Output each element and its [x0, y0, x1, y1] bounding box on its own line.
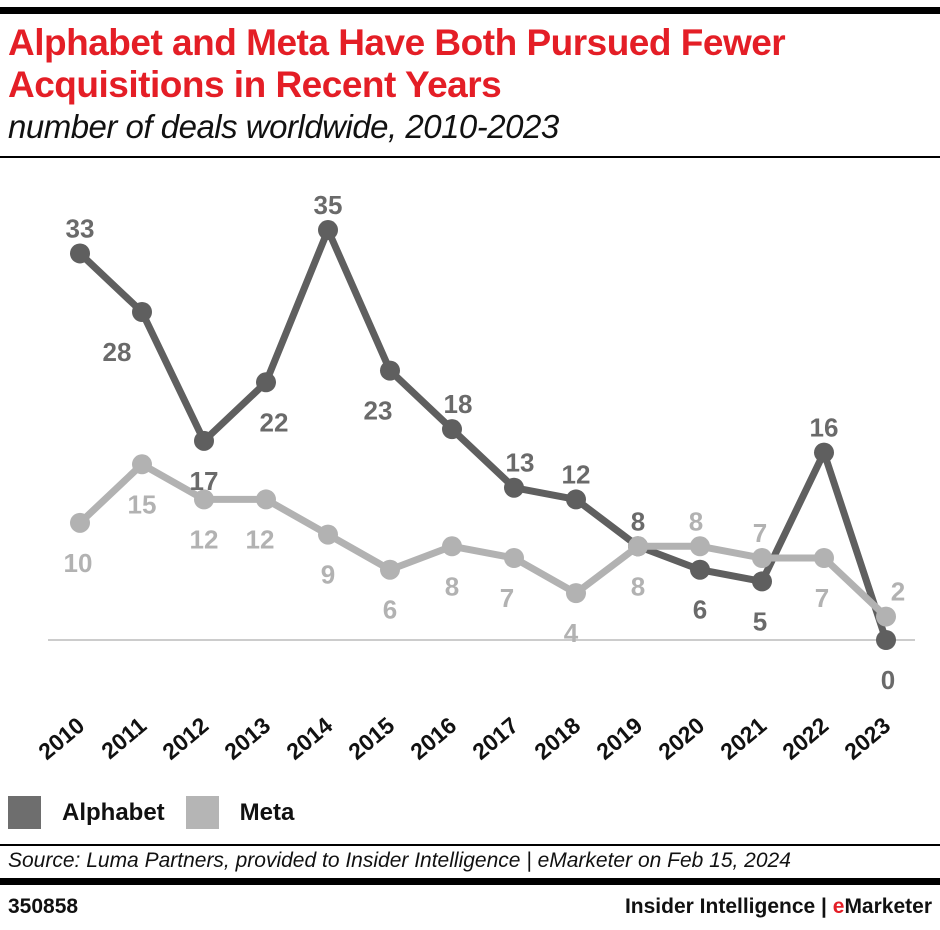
source-line: Source: Luma Partners, provided to Insid… [8, 849, 791, 872]
brand-insider-intelligence: Insider Intelligence [624, 895, 816, 918]
meta-value-label-2012: 12 [190, 524, 219, 554]
alphabet-line [76, 226, 890, 644]
x-axis-label-2017: 2017 [467, 712, 523, 765]
meta-value-label-2014: 9 [321, 560, 335, 590]
meta-value-label-2017: 7 [500, 583, 514, 613]
alphabet-point-2021 [752, 571, 772, 592]
x-axis-label-2015: 2015 [343, 712, 399, 765]
meta-point-2021 [752, 548, 772, 569]
chart-id: 350858 [8, 895, 79, 918]
alphabet-point-2012 [194, 430, 214, 451]
page-title-line1: Alphabet and Meta Have Both Pursued Fewe… [8, 22, 786, 63]
brand-emarketer-rest: Marketer [844, 895, 932, 918]
source-divider [0, 844, 940, 846]
meta-point-2019 [628, 536, 648, 557]
alphabet-point-2015 [380, 360, 400, 381]
alphabet-point-2017 [504, 477, 524, 498]
alphabet-value-label-2012: 17 [190, 466, 219, 496]
meta-value-label-2018: 4 [564, 618, 579, 648]
meta-value-label-2020: 8 [689, 506, 703, 536]
alphabet-point-2022 [814, 442, 834, 463]
alphabet-value-label-2010: 33 [66, 213, 95, 243]
x-axis-label-2010: 2010 [33, 712, 89, 765]
alphabet-value-label-2022: 16 [810, 413, 839, 443]
alphabet-value-label-2013: 22 [260, 407, 289, 437]
alphabet-value-label-2019: 8 [631, 506, 645, 536]
alphabet-point-2016 [442, 419, 462, 440]
meta-legend-label: Meta [239, 798, 295, 826]
meta-value-label-2021: 7 [753, 518, 767, 548]
chart-area: 33 28 17 22 35 23 18 13 12 8 6 5 16 0 10 15 12 12 9 6 8 7 4 8 8 7… [0, 170, 940, 782]
brand-lockup: Insider Intelligence | eMarketer [625, 895, 932, 919]
alphabet-point-2011 [132, 302, 152, 323]
meta-point-2011 [132, 454, 152, 475]
x-axis-label-2014: 2014 [281, 712, 337, 765]
alphabet-legend-label: Alphabet [62, 798, 165, 826]
page-title-line2: Acquisitions in Recent Years [8, 64, 502, 105]
alphabet-point-2020 [690, 559, 710, 580]
alphabet-point-2018 [566, 489, 586, 510]
alphabet-value-label-2014: 35 [314, 190, 343, 220]
meta-value-label-2015: 6 [383, 595, 397, 625]
meta-point-2016 [442, 536, 462, 557]
meta-point-2012 [194, 489, 214, 510]
alphabet-value-label-2016: 18 [444, 389, 473, 419]
x-axis-label-2013: 2013 [219, 712, 275, 765]
x-axis-label-2011: 2011 [96, 712, 151, 764]
brand-emarketer-e: e [832, 895, 845, 918]
alphabet-value-label-2017: 13 [506, 448, 535, 478]
meta-point-2017 [504, 548, 524, 569]
meta-value-label-2019: 8 [631, 571, 645, 601]
alphabet-point-2023 [876, 630, 896, 650]
meta-point-2023 [876, 606, 896, 627]
x-axis-label-2023: 2023 [839, 712, 895, 765]
alphabet-value-label-2023: 0 [881, 665, 895, 695]
meta-legend-swatch [185, 796, 219, 829]
meta-point-2020 [690, 536, 710, 557]
x-axis-label-2012: 2012 [157, 712, 213, 765]
line-chart-svg: 33 28 17 22 35 23 18 13 12 8 6 5 16 0 10 15 12 12 9 6 8 7 4 8 8 7… [33, 190, 915, 765]
meta-point-2010 [70, 512, 90, 533]
meta-value-label-2016: 8 [445, 571, 459, 601]
alphabet-value-label-2021: 5 [753, 606, 767, 636]
meta-line [76, 460, 890, 621]
x-axis-label-2019: 2019 [591, 712, 647, 765]
meta-value-label-2023: 2 [891, 577, 905, 607]
meta-point-2013 [256, 489, 276, 510]
brand-separator: | [815, 895, 833, 918]
meta-value-label-2010: 10 [64, 548, 93, 578]
x-axis-label-2016: 2016 [405, 712, 461, 765]
x-axis-label-2021: 2021 [715, 712, 771, 765]
meta-point-2022 [814, 548, 834, 569]
alphabet-point-2014 [318, 220, 338, 241]
meta-point-2015 [380, 559, 400, 580]
meta-point-2014 [318, 524, 338, 545]
alphabet-point-2013 [256, 372, 276, 393]
x-axis-label-2022: 2022 [777, 712, 833, 765]
meta-value-label-2022: 7 [815, 583, 829, 613]
chart-legend: Alphabet Meta [8, 796, 294, 829]
alphabet-legend-swatch [8, 796, 41, 829]
legend-item-alphabet: Alphabet [8, 796, 165, 829]
chart-subtitle: number of deals worldwide, 2010-2023 [8, 108, 559, 145]
x-axis-label-2020: 2020 [653, 712, 709, 765]
alphabet-value-label-2011: 28 [103, 337, 132, 367]
legend-item-meta: Meta [185, 796, 295, 829]
alphabet-value-label-2015: 23 [364, 396, 393, 426]
meta-value-label-2011: 15 [128, 489, 157, 519]
footer-black-bar [0, 878, 940, 885]
alphabet-point-2010 [70, 243, 90, 264]
top-black-bar [0, 7, 940, 14]
alphabet-value-label-2018: 12 [562, 459, 591, 489]
header-divider [0, 156, 940, 158]
meta-value-label-2013: 12 [246, 524, 275, 554]
alphabet-value-label-2020: 6 [693, 595, 707, 625]
page-title: Alphabet and Meta Have Both Pursued Fewe… [8, 22, 918, 106]
meta-point-2018 [566, 583, 586, 604]
x-axis-label-2018: 2018 [529, 712, 585, 765]
